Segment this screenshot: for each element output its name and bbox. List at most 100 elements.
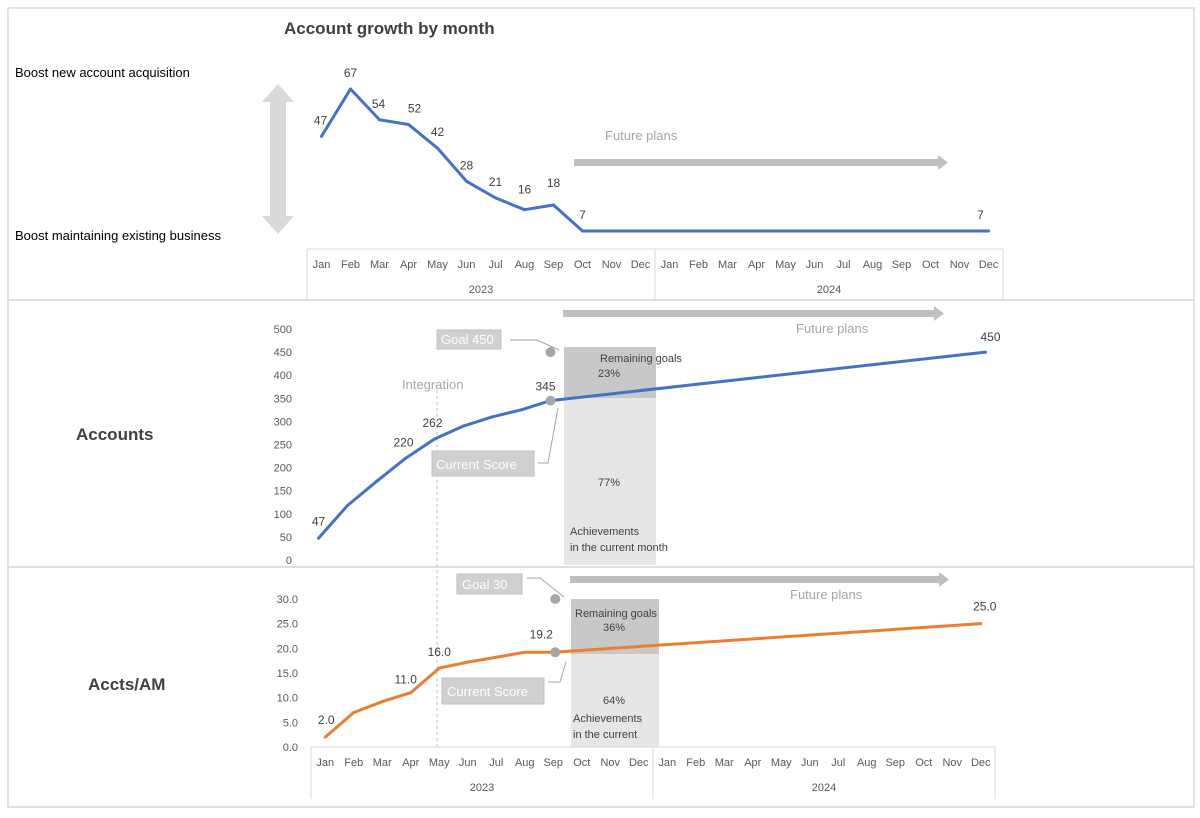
accts-am-y-axis: 0.0 5.0 10.0 15.0 20.0 25.0 30.0	[277, 594, 298, 754]
accts-am-month-tick: May	[771, 757, 792, 769]
accounts-row-label: Accounts	[76, 425, 153, 444]
accts-am-current-leader	[548, 661, 567, 683]
accts-am-panel: Accts/AM Future plans Remaining goals 36…	[88, 572, 997, 799]
accounts-achieved-label-1: Achievements	[570, 526, 640, 538]
accts-am-data-point	[323, 735, 327, 739]
accounts-current-text: Current Score	[436, 457, 517, 472]
top-chart-title: Account growth by month	[284, 19, 495, 38]
top-year-label: 2024	[817, 284, 841, 296]
top-data-point	[523, 208, 526, 212]
top-data-point	[929, 229, 932, 233]
top-data-point	[668, 229, 671, 233]
top-data-point	[465, 179, 468, 183]
top-year-label: 2023	[469, 284, 493, 296]
top-data-point	[378, 118, 381, 122]
accounts-goal-text: Goal 450	[441, 332, 494, 347]
accts-am-row-label: Accts/AM	[88, 675, 165, 694]
double-arrow-icon	[262, 84, 294, 234]
top-data-label: 52	[408, 102, 422, 116]
top-data-label: 42	[431, 125, 445, 139]
accts-am-month-tick: Nov	[942, 757, 962, 769]
accts-am-month-tick: Feb	[686, 757, 705, 769]
accts-am-month-tick: Dec	[971, 757, 991, 769]
accounts-current-callout	[431, 450, 535, 477]
top-month-tick: Nov	[602, 259, 622, 271]
accts-am-y-tick: 0.0	[283, 742, 298, 754]
accts-am-goal-callout	[456, 573, 523, 595]
top-month-tick: May	[427, 259, 448, 271]
accounts-achieved-label-2: in the current month	[570, 542, 668, 554]
top-data-label: 21	[489, 175, 503, 189]
accounts-achieved-region	[564, 398, 656, 565]
accts-am-month-tick: Oct	[915, 757, 932, 769]
accounts-y-tick: 50	[280, 532, 292, 544]
top-month-tick: Feb	[341, 259, 360, 271]
top-data-point	[320, 134, 323, 138]
accts-am-month-tick: Jun	[459, 757, 477, 769]
accounts-y-tick: 0	[286, 555, 292, 567]
accounts-data-point	[491, 415, 494, 419]
accts-am-month-tick: Jul	[831, 757, 845, 769]
accts-am-achieved-pct: 64%	[603, 695, 625, 707]
top-data-point	[784, 229, 787, 233]
top-data-point	[552, 203, 555, 207]
accts-am-current-callout	[441, 677, 545, 705]
top-month-tick: Oct	[922, 259, 939, 271]
accounts-data-label: 450	[980, 330, 1000, 344]
top-month-tick: Sep	[892, 259, 912, 271]
top-series-layer: 47 67 54 52 42 28 21 16 18 7 7	[314, 66, 990, 233]
accts-am-month-tick: Oct	[573, 757, 590, 769]
accounts-y-tick: 450	[274, 347, 292, 359]
accts-am-future-label: Future plans	[790, 587, 863, 602]
top-data-label: 7	[977, 208, 984, 222]
accounts-panel: Accounts Integration Future plans Remain…	[76, 306, 1001, 747]
accounts-data-point	[346, 503, 349, 507]
top-data-point	[813, 229, 816, 233]
accts-am-data-label: 2.0	[318, 713, 335, 727]
top-data-point	[581, 229, 584, 233]
accts-am-month-tick: Jan	[658, 757, 676, 769]
top-month-tick: Sep	[544, 259, 564, 271]
accts-am-year-label: 2024	[812, 782, 836, 794]
accts-am-data-point	[523, 650, 527, 654]
accounts-data-point	[317, 536, 320, 540]
top-month-tick: Aug	[515, 259, 535, 271]
accts-am-month-tick: Feb	[344, 757, 363, 769]
accts-am-data-label: 19.2	[530, 627, 554, 641]
top-month-tick: Jun	[458, 259, 476, 271]
top-month-tick: Jan	[313, 259, 331, 271]
accounts-future-arrow-icon	[563, 306, 944, 321]
accts-am-remaining-pct: 36%	[603, 622, 625, 634]
accounts-data-point	[520, 408, 523, 412]
top-panel: Account growth by month Boost new accoun…	[15, 19, 1004, 301]
accts-am-data-point	[979, 622, 983, 626]
top-data-point	[407, 123, 410, 126]
top-data-label: 67	[344, 66, 358, 80]
accounts-y-tick: 400	[274, 370, 292, 382]
accounts-integration-label: Integration	[402, 377, 463, 392]
accts-am-series-layer: 2.0 11.0 16.0 19.2 25.0	[318, 594, 997, 739]
accts-am-data-point	[494, 655, 498, 659]
top-data-point	[871, 229, 874, 233]
top-data-point	[987, 229, 990, 233]
top-data-point	[958, 229, 961, 233]
accounts-goal-callout	[436, 329, 502, 350]
accts-am-month-tick: Jul	[489, 757, 503, 769]
accts-am-data-label: 11.0	[395, 673, 418, 687]
accts-am-y-tick: 25.0	[277, 619, 298, 631]
accts-am-current-marker	[550, 647, 561, 658]
accts-am-month-tick: Jun	[801, 757, 819, 769]
accounts-data-point	[433, 437, 436, 441]
accts-am-month-tick: May	[429, 757, 450, 769]
top-data-point	[900, 229, 903, 233]
top-month-tick: Mar	[370, 259, 389, 271]
top-month-tick: Aug	[863, 259, 883, 271]
top-data-label: 16	[518, 183, 532, 197]
top-data-label: 54	[372, 97, 386, 111]
accts-am-future-arrow-icon	[570, 572, 949, 587]
future-plans-label: Future plans	[605, 128, 678, 143]
accts-am-data-point	[409, 691, 413, 695]
accts-am-month-tick: Dec	[629, 757, 649, 769]
accounts-remaining-pct: 23%	[598, 368, 620, 380]
